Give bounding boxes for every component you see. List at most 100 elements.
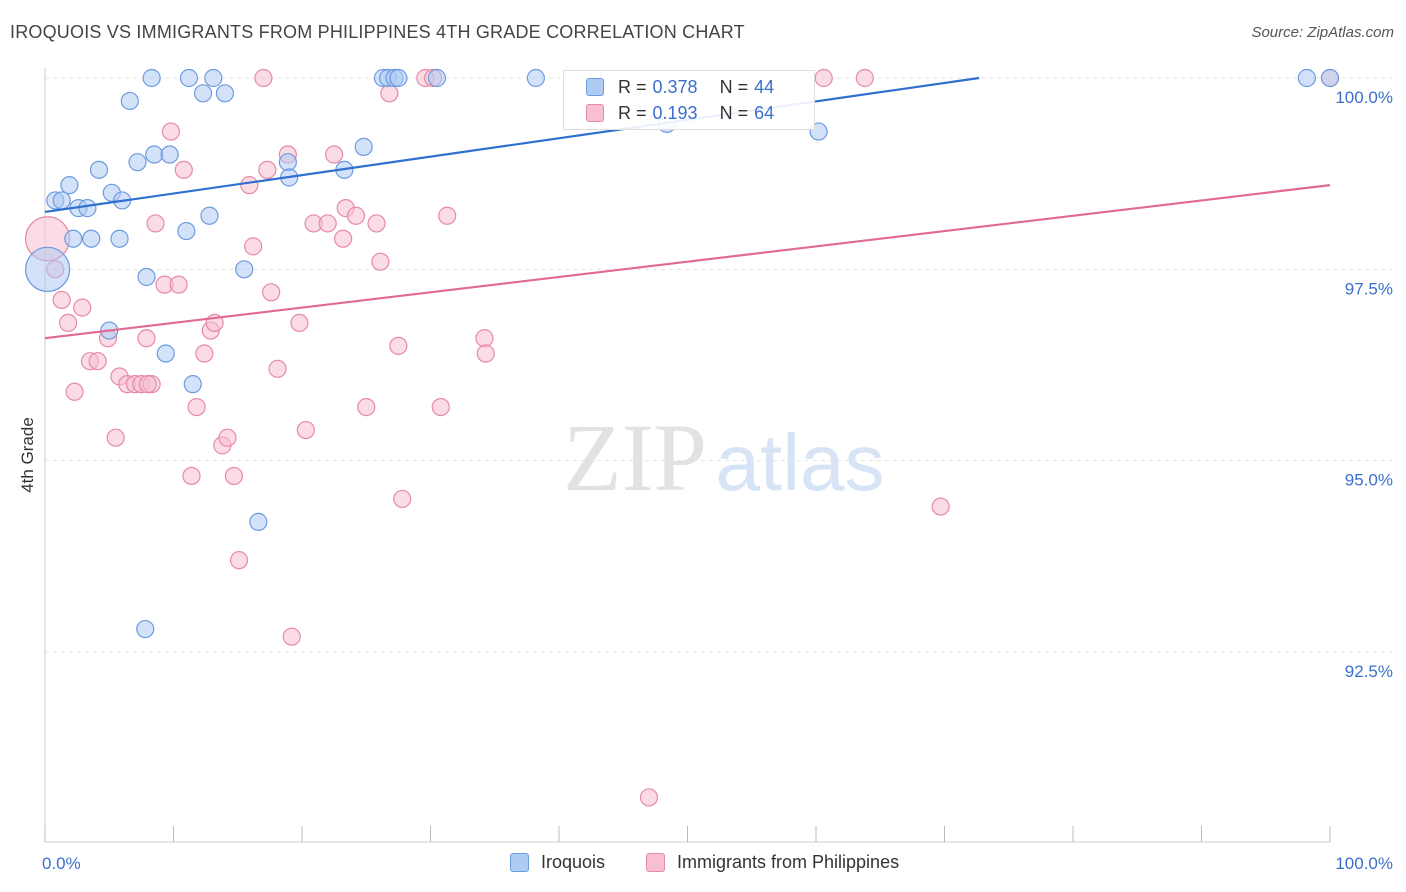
x-tick-label-0: 0.0% — [42, 854, 81, 873]
philippines-point-57 — [639, 788, 659, 807]
philippines-point-37 — [290, 313, 309, 333]
iroquois-point-35 — [1297, 68, 1316, 88]
axes — [44, 68, 1331, 843]
iroquois-point-22 — [235, 260, 254, 279]
iroquois-point-20 — [204, 68, 223, 88]
watermark-atlas: atlas — [716, 418, 885, 507]
philippines-point-5 — [73, 298, 92, 317]
philippines-point-50 — [393, 489, 412, 509]
iroquois-point-15 — [160, 145, 179, 164]
iroquois-point-26 — [354, 137, 373, 156]
philippines-point-45 — [357, 397, 376, 417]
iroquois-point-41 — [136, 619, 155, 639]
legend-label-iroquois: Iroquois — [541, 852, 606, 872]
iroquois-point-4 — [64, 229, 83, 248]
philippines-point-19 — [169, 275, 188, 294]
legend-swatch-philippines — [646, 853, 665, 872]
watermark-zip: ZIP — [563, 404, 707, 511]
philippines-point-23 — [195, 344, 214, 363]
philippines-point-53 — [431, 397, 450, 417]
philippines-point-31 — [244, 237, 263, 256]
philippines-point-7 — [88, 352, 107, 371]
watermark: ZIP atlas — [563, 404, 884, 511]
legend-swatch-philippines — [586, 104, 604, 122]
trend-line-philippines — [44, 184, 1331, 340]
philippines-point-59 — [855, 68, 874, 88]
correlation-legend: R = 0.378 N = 44 R = 0.193 N = 64 — [563, 70, 815, 130]
philippines-point-4 — [65, 382, 84, 401]
legend-label-philippines: Immigrants from Philippines — [677, 852, 900, 872]
philippines-point-34 — [268, 359, 287, 378]
philippines-point-40 — [318, 214, 337, 233]
philippines-point-58 — [814, 68, 833, 88]
x-tick-label-1: 100.0% — [1335, 854, 1393, 873]
philippines-point-27 — [218, 428, 237, 447]
philippines-point-16 — [146, 214, 165, 233]
philippines-point-49 — [389, 336, 408, 355]
philippines-point-21 — [182, 466, 201, 486]
legend-n-value: 64 — [754, 102, 775, 123]
iroquois-point-23 — [278, 153, 297, 172]
legend-item-iroquois[interactable]: Iroquois — [510, 852, 605, 873]
philippines-point-41 — [325, 145, 344, 164]
philippines-point-56 — [476, 344, 495, 363]
legend-r-value: 0.193 — [652, 102, 698, 123]
philippines-point-60 — [931, 497, 950, 516]
philippines-point-14 — [137, 329, 156, 348]
iroquois-point-14 — [145, 145, 164, 164]
philippines-point-48 — [380, 84, 399, 103]
legend-r-label: R = — [618, 76, 647, 97]
philippines-point-18 — [161, 122, 181, 141]
philippines-point-54 — [438, 206, 457, 225]
iroquois-point-0 — [24, 246, 71, 292]
iroquois-point-30 — [389, 68, 408, 88]
philippines-point-33 — [262, 283, 281, 302]
philippines-point-38 — [296, 420, 315, 440]
iroquois-point-12 — [128, 153, 147, 172]
philippines-point-22 — [187, 397, 206, 417]
legend-n-label: N = — [719, 102, 749, 123]
grid-lines — [45, 77, 1395, 653]
y-tick-label-3: 92.5% — [1345, 662, 1393, 681]
series-iroquois-points — [24, 68, 1340, 639]
iroquois-point-43 — [82, 229, 101, 248]
philippines-point-46 — [367, 214, 386, 233]
iroquois-point-3 — [60, 176, 79, 195]
y-tick-label-2: 95.0% — [1345, 471, 1393, 490]
iroquois-point-39 — [183, 375, 202, 394]
iroquois-point-2 — [52, 191, 71, 210]
y-tick-label-0: 100.0% — [1335, 88, 1393, 107]
philippines-point-9 — [106, 428, 125, 447]
series-legend: Iroquois Immigrants from Philippines — [0, 852, 1406, 878]
legend-n-value: 44 — [754, 76, 775, 97]
philippines-point-28 — [224, 466, 243, 486]
legend-r-label: R = — [618, 102, 647, 123]
philippines-point-3 — [59, 313, 78, 333]
philippines-point-36 — [282, 627, 301, 646]
legend-r-value: 0.378 — [652, 76, 698, 97]
legend-row-philippines: R = 0.193 N = 64 — [586, 101, 774, 125]
philippines-point-62 — [254, 68, 273, 88]
iroquois-point-31 — [427, 68, 447, 88]
iroquois-point-16 — [177, 221, 196, 241]
legend-row-iroquois: R = 0.378 N = 44 — [586, 75, 774, 99]
iroquois-point-38 — [156, 344, 175, 363]
legend-item-philippines[interactable]: Immigrants from Philippines — [646, 852, 899, 873]
philippines-point-2 — [52, 290, 71, 310]
philippines-point-32 — [258, 160, 277, 179]
tick-labels: 100.0% 97.5% 95.0% 92.5% 0.0% 100.0% — [42, 88, 1393, 873]
iroquois-point-9 — [110, 229, 129, 248]
trend-lines — [44, 76, 1331, 340]
chart-title: IROQUOIS VS IMMIGRANTS FROM PHILIPPINES … — [10, 22, 745, 42]
iroquois-point-17 — [179, 68, 199, 88]
philippines-point-29 — [229, 551, 249, 570]
philippines-point-47 — [371, 252, 390, 271]
trend-line-iroquois — [44, 76, 980, 214]
philippines-point-44 — [346, 206, 366, 225]
philippines-point-30 — [240, 176, 259, 195]
y-tick-label-1: 97.5% — [1345, 279, 1393, 298]
source-label: Source: ZipAtlas.com — [1251, 24, 1394, 41]
iroquois-point-21 — [215, 84, 234, 103]
iroquois-point-18 — [193, 84, 213, 103]
